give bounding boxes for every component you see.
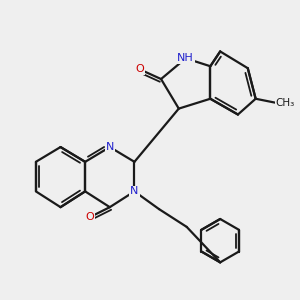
Text: NH: NH	[177, 53, 194, 63]
Text: O: O	[135, 64, 144, 74]
Text: N: N	[106, 142, 114, 152]
Text: N: N	[130, 186, 139, 197]
Text: CH₃: CH₃	[275, 98, 295, 108]
Text: O: O	[86, 212, 94, 222]
